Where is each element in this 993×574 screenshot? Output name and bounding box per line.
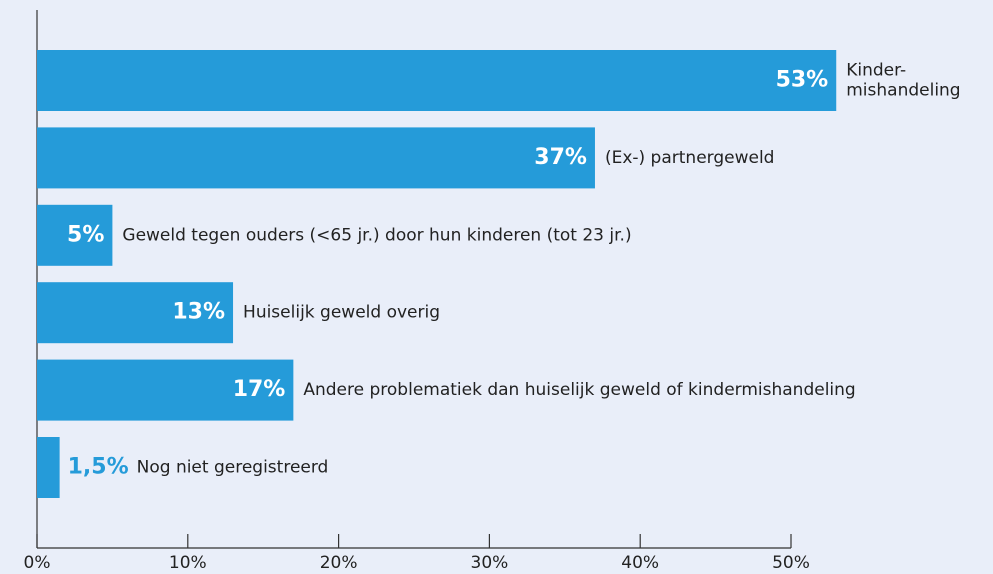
bar [37, 127, 595, 189]
category-label: Geweld tegen ouders (<65 jr.) door hun k… [122, 225, 631, 245]
value-label: 13% [172, 300, 225, 325]
value-label: 1,5% [68, 455, 129, 480]
bar [37, 204, 113, 266]
x-tick-label: 50% [772, 553, 810, 573]
x-tick-label: 40% [621, 553, 659, 573]
category-label: Andere problematiek dan huiselijk geweld… [303, 380, 855, 400]
category-label: Nog niet geregistreerd [137, 458, 329, 478]
bar [37, 359, 294, 421]
category-label: Huiselijk geweld overig [243, 303, 440, 323]
value-label: 53% [776, 68, 829, 93]
bar [37, 50, 837, 111]
bar [37, 437, 60, 498]
category-label: (Ex-) partnergeweld [605, 148, 775, 168]
value-label: 17% [233, 377, 286, 402]
bar [37, 282, 234, 344]
x-tick-label: 10% [169, 553, 207, 573]
x-tick-label: 0% [24, 553, 51, 573]
x-tick-label: 20% [320, 553, 358, 573]
value-label: 5% [67, 222, 104, 247]
category-label: Kinder-mishandeling [846, 61, 960, 101]
x-tick-label: 30% [471, 553, 509, 573]
value-label: 37% [534, 145, 587, 170]
